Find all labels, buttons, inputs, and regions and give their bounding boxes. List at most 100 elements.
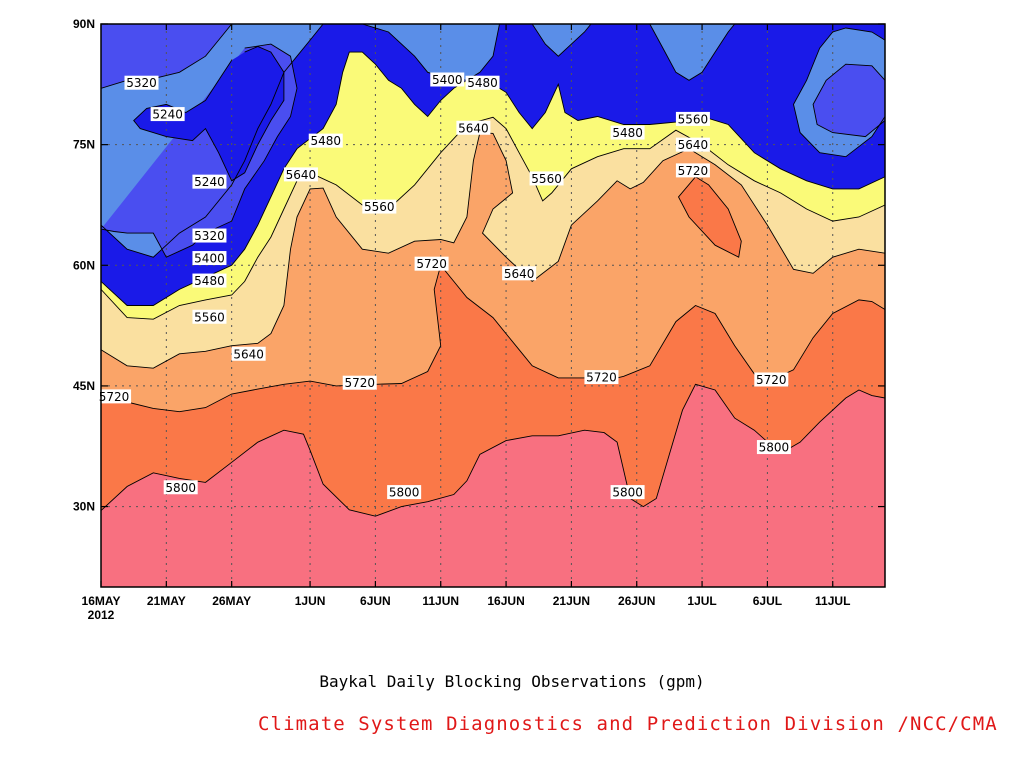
contour-label-text: 5480 [194, 274, 225, 288]
contour-fill-band [532, 24, 591, 57]
contour-label: 5400 [192, 251, 227, 266]
contour-label-bg [754, 372, 789, 387]
contour-label-layer: 5320 5240 5240 5320 5400 5480 5560 5640 5720 5800… [97, 72, 791, 500]
grid-lines [101, 24, 885, 587]
contour-label-text: 5720 [586, 371, 617, 385]
contour-label-text: 5800 [759, 441, 790, 455]
contour-label: 5720 [675, 163, 710, 178]
contour-label-text: 5720 [756, 373, 787, 387]
x-tick-label: 26MAY [212, 594, 251, 608]
contour-label-bg [584, 370, 619, 385]
contour-label: 5560 [529, 171, 564, 186]
contour-label: 5480 [610, 125, 645, 140]
x-tick-label: 1JUL [687, 594, 716, 608]
contour-line [101, 24, 324, 258]
x-tick-label: 1JUN [295, 594, 326, 608]
x-tick-label: 16MAY [82, 594, 121, 608]
contour-label-bg [610, 125, 645, 140]
credit-line: Climate System Diagnostics and Predictio… [258, 713, 998, 735]
contour-label-text: 5720 [344, 376, 375, 390]
contour-line [101, 116, 885, 320]
contour-label-bg [342, 375, 377, 390]
contour-label-bg [430, 72, 465, 87]
y-tick-label: 60N [73, 258, 95, 272]
contour-label-text: 5480 [310, 134, 341, 148]
contour-label-text: 5480 [612, 126, 643, 140]
contour-label-text: 5400 [194, 252, 225, 266]
contour-label-text: 5640 [233, 347, 264, 361]
contour-label-text: 5560 [194, 310, 225, 324]
contour-label-bg [124, 75, 159, 90]
contour-fill-band [649, 24, 735, 81]
contour-label-bg [283, 167, 318, 182]
x-tick-label: 11JUL [815, 594, 850, 608]
contour-label-text: 5640 [286, 168, 317, 182]
contour-label: 5720 [342, 375, 377, 390]
contour-label-bg [675, 163, 710, 178]
x-tick-label: 11JUN [422, 594, 459, 608]
x-tick-label: 26JUN [618, 594, 655, 608]
contour-label: 5320 [124, 75, 159, 90]
contour-fill-band [813, 64, 885, 137]
contour-label-bg [756, 440, 791, 455]
contour-label-text: 5640 [458, 121, 489, 135]
contour-label: 5640 [675, 137, 710, 152]
contour-label-text: 5640 [678, 138, 709, 152]
contour-label-bg [97, 389, 132, 404]
contour-label-bg [675, 137, 710, 152]
contour-label: 5240 [150, 107, 185, 122]
contour-label: 5720 [414, 256, 449, 271]
contour-label: 5640 [502, 266, 537, 281]
contour-label-bg [192, 174, 227, 189]
contour-label: 5320 [192, 228, 227, 243]
contour-label-text: 5240 [152, 108, 183, 122]
contour-label-text: 5560 [678, 112, 709, 126]
contour-label-text: 5720 [99, 390, 130, 404]
contour-label-text: 5560 [364, 200, 395, 214]
contour-label: 5720 [97, 389, 132, 404]
contour-label: 5560 [675, 111, 710, 126]
contour-label-bg [675, 111, 710, 126]
x-tick-sublabel: 2012 [88, 608, 115, 622]
x-tick-label: 16JUN [487, 594, 524, 608]
contour-label: 5400 [430, 72, 465, 87]
contour-label: 5480 [192, 273, 227, 288]
contour-label-bg [502, 266, 537, 281]
contour-line [101, 43, 298, 258]
contour-fill-band [362, 24, 500, 81]
contour-fill-band [101, 384, 885, 587]
contour-label-text: 5240 [194, 175, 225, 189]
contour-label-bg [192, 251, 227, 266]
contour-label: 5480 [308, 133, 343, 148]
contour-label-bg [163, 480, 198, 495]
contour-line [649, 24, 736, 81]
contour-line [677, 176, 742, 258]
contour-label-text: 5800 [612, 486, 643, 500]
contour-label-text: 5320 [126, 76, 157, 90]
contour-label-bg [529, 171, 564, 186]
x-tick-label: 6JUN [360, 594, 391, 608]
contour-label-bg [308, 133, 343, 148]
contour-label-bg [414, 256, 449, 271]
contour-label-bg [231, 346, 266, 361]
contour-label-text: 5800 [389, 486, 420, 500]
contour-label: 5800 [610, 485, 645, 500]
plot-frame [100, 23, 886, 588]
contour-label-bg [192, 228, 227, 243]
contour-label-bg [456, 120, 491, 135]
contour-label-text: 5560 [531, 172, 562, 186]
contour-label-bg [465, 75, 500, 90]
contour-label: 5640 [231, 346, 266, 361]
contour-label-bg [192, 309, 227, 324]
contour-fill-band [678, 176, 742, 258]
contour-label-text: 5640 [504, 267, 535, 281]
contour-label-text: 5720 [678, 164, 709, 178]
contour-label-bg [150, 107, 185, 122]
contour-line [101, 132, 885, 369]
contour-label-text: 5720 [416, 257, 447, 271]
contour-label-text: 5320 [194, 229, 225, 243]
y-tick-label: 75N [73, 138, 95, 152]
y-tick-label: 30N [73, 500, 95, 514]
x-tick-label: 21JUN [553, 594, 590, 608]
